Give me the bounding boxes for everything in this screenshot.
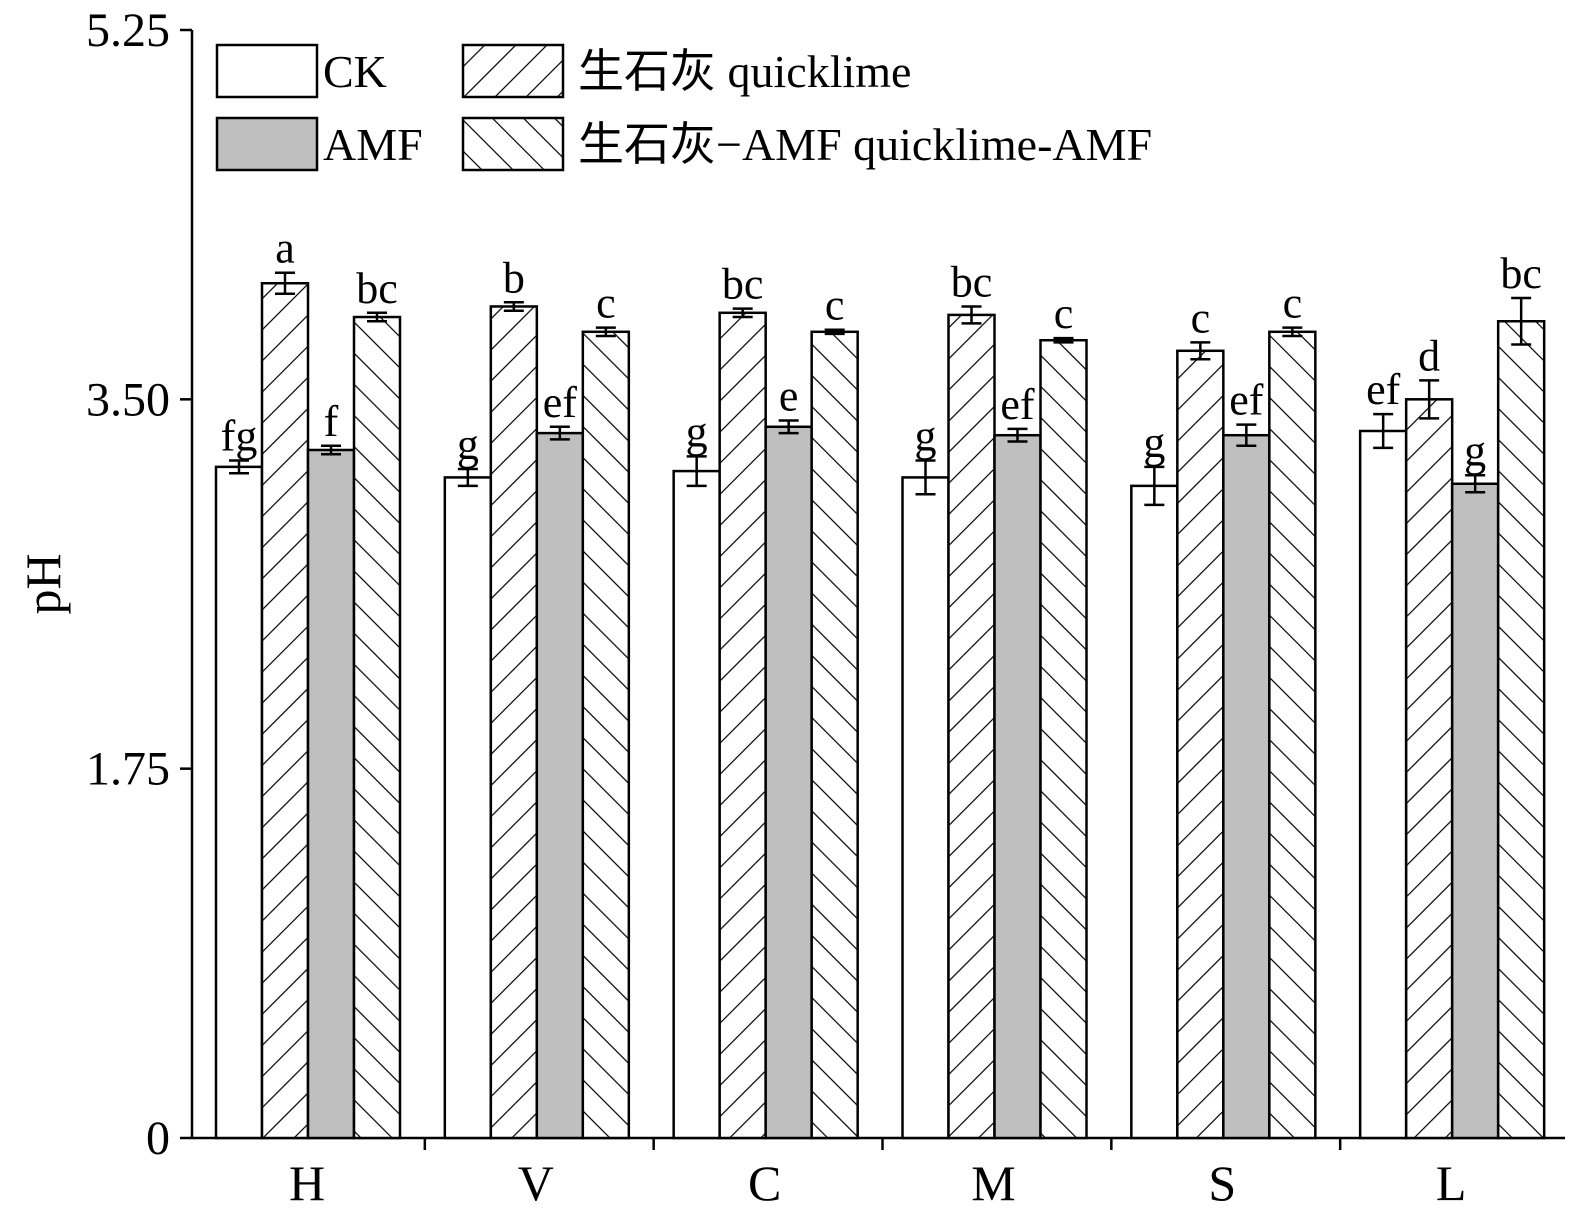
significance-letter: fg	[221, 412, 258, 461]
significance-letter: bc	[951, 257, 993, 306]
legend-item-quicklime: 生石灰 quicklime	[461, 43, 911, 99]
significance-letter: c	[1054, 289, 1074, 338]
significance-letter: bc	[722, 260, 764, 309]
significance-letter: c	[825, 281, 845, 330]
significance-letter: ef	[1366, 365, 1401, 414]
bar	[1404, 398, 1454, 1140]
legend-label-quicklime: 生石灰 quicklime	[578, 46, 911, 97]
y-tick-label: 1.75	[86, 743, 170, 796]
bar	[901, 476, 950, 1140]
x-tick-label: V	[518, 1155, 554, 1211]
bar	[306, 448, 356, 1140]
bar	[1176, 349, 1225, 1140]
significance-letter: f	[324, 397, 339, 446]
legend: CK 生石灰 quicklime AMF 生石灰−AMF quicklime-A…	[215, 43, 1152, 172]
bar	[1039, 338, 1088, 1140]
x-tick-label: M	[971, 1155, 1015, 1211]
significance-letter: g	[1464, 426, 1486, 475]
x-tick-label: C	[748, 1155, 781, 1211]
legend-label-ck: CK	[323, 46, 387, 97]
bar	[581, 330, 631, 1140]
legend-item-amf: AMF	[215, 116, 423, 172]
bar	[535, 431, 585, 1140]
bar	[1496, 319, 1546, 1140]
significance-letter: g	[1143, 418, 1165, 467]
significance-letter: ef	[1000, 380, 1035, 429]
bar	[810, 330, 859, 1140]
significance-letter: g	[686, 407, 708, 456]
legend-item-ck: CK	[215, 43, 387, 99]
bar	[1358, 429, 1408, 1140]
bar	[1450, 482, 1500, 1140]
significance-letter: bc	[1500, 249, 1542, 298]
significance-letter: c	[1191, 293, 1211, 342]
y-tick-label: 5.25	[86, 4, 170, 57]
bar	[489, 305, 539, 1140]
bar	[764, 425, 813, 1140]
legend-swatch-amf	[215, 116, 319, 172]
bar	[443, 476, 493, 1140]
bar	[1222, 433, 1271, 1140]
bar	[1130, 484, 1179, 1140]
bar	[352, 315, 402, 1140]
legend-label-quicklime-amf: 生石灰−AMF quicklime-AMF	[578, 119, 1152, 170]
significance-letter: c	[1283, 279, 1303, 328]
significance-letter: g	[457, 420, 479, 469]
x-tick-label: L	[1436, 1155, 1467, 1211]
y-tick-label: 3.50	[86, 373, 170, 426]
bar	[260, 282, 310, 1140]
bar	[214, 465, 264, 1140]
bar	[993, 433, 1042, 1140]
bar	[1268, 330, 1317, 1140]
significance-letter: ef	[1229, 376, 1264, 425]
bar	[718, 311, 767, 1140]
x-tick-label: H	[289, 1155, 325, 1211]
y-tick-label: 0	[146, 1112, 170, 1165]
legend-item-quicklime-amf: 生石灰−AMF quicklime-AMF	[461, 116, 1152, 172]
significance-letter: bc	[356, 264, 398, 313]
y-axis-title: pH	[15, 553, 71, 614]
x-tick-label: S	[1208, 1155, 1236, 1211]
bar	[672, 469, 721, 1140]
significance-letter: ef	[543, 378, 578, 427]
legend-label-amf: AMF	[323, 119, 423, 170]
error-bars	[229, 271, 1532, 507]
significance-letter: c	[596, 279, 616, 328]
legend-swatch-quicklime-amf	[461, 116, 565, 172]
significance-letter: d	[1418, 331, 1440, 380]
bar	[947, 313, 996, 1140]
significance-letter: e	[779, 371, 799, 420]
legend-swatch-quicklime	[461, 43, 565, 99]
legend-swatch-ck	[215, 43, 319, 99]
significance-letter: b	[503, 253, 525, 302]
y-ticks: 0 1.75 3.50 5.25	[86, 4, 192, 1165]
significance-letter: a	[275, 224, 295, 273]
significance-letter: g	[915, 412, 937, 461]
bars	[214, 282, 1546, 1140]
